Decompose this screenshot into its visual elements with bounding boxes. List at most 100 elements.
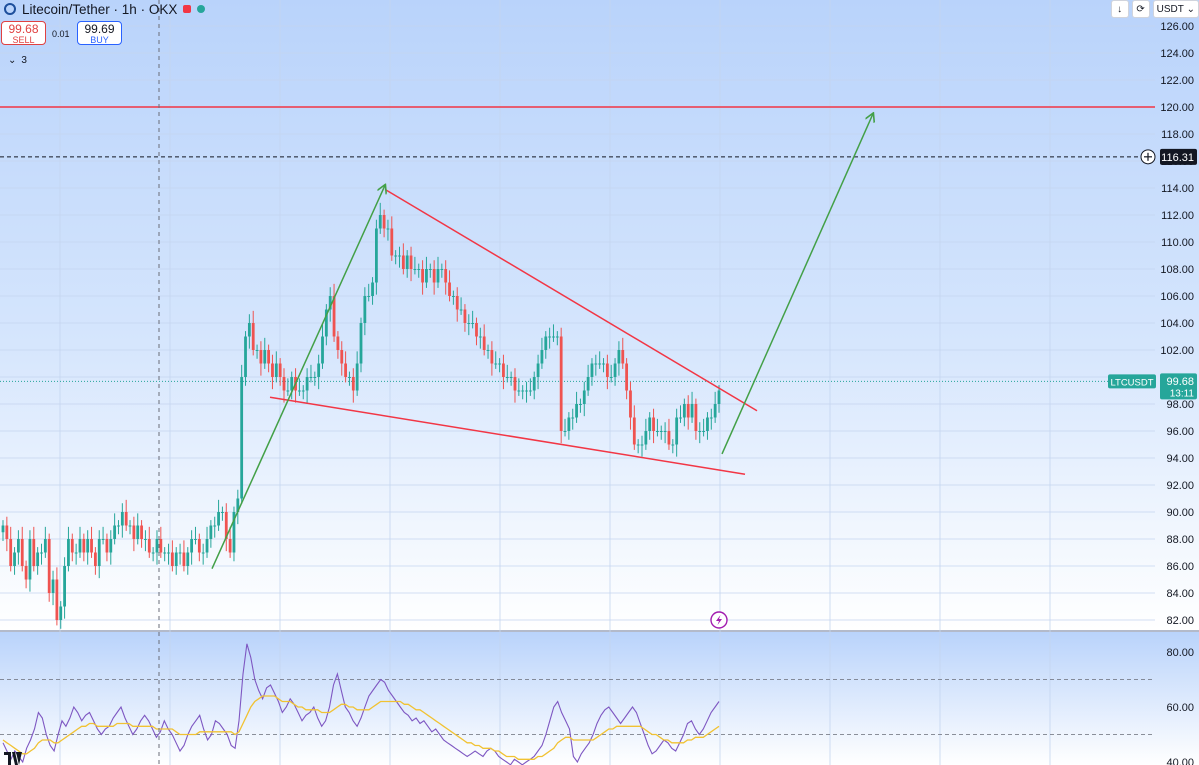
candle[interactable]: [9, 526, 13, 572]
candle[interactable]: [640, 435, 644, 457]
candle[interactable]: [509, 371, 513, 386]
candle[interactable]: [324, 304, 328, 346]
candle[interactable]: [67, 526, 70, 572]
candle[interactable]: [502, 354, 505, 390]
candle[interactable]: [494, 351, 498, 369]
candle[interactable]: [425, 256, 428, 288]
candle[interactable]: [263, 337, 267, 369]
candle[interactable]: [713, 391, 717, 423]
candle[interactable]: [86, 530, 90, 565]
symbol-title[interactable]: Litecoin/Tether · 1h · OKX: [22, 1, 178, 17]
candle[interactable]: [232, 506, 236, 562]
candle[interactable]: [197, 533, 201, 562]
candle[interactable]: [398, 246, 401, 268]
candle[interactable]: [667, 418, 671, 450]
candle[interactable]: [117, 520, 120, 535]
candle[interactable]: [151, 547, 155, 562]
candle[interactable]: [513, 368, 517, 403]
candle[interactable]: [463, 304, 467, 332]
candle[interactable]: [428, 263, 432, 278]
candle[interactable]: [336, 331, 340, 359]
candle[interactable]: [675, 408, 679, 457]
candle[interactable]: [213, 516, 217, 538]
candle[interactable]: [224, 503, 228, 552]
candle[interactable]: [394, 250, 398, 265]
candle[interactable]: [421, 260, 424, 295]
candle[interactable]: [305, 368, 309, 403]
candle[interactable]: [97, 530, 101, 579]
candle[interactable]: [579, 398, 582, 413]
candle[interactable]: [170, 540, 174, 572]
candle[interactable]: [40, 543, 43, 565]
candle[interactable]: [586, 364, 590, 396]
candle[interactable]: [120, 503, 124, 538]
arrow-down-icon[interactable]: ↓: [1110, 0, 1129, 18]
projection-arrow[interactable]: [721, 114, 873, 455]
candle[interactable]: [671, 439, 675, 454]
candle[interactable]: [632, 405, 636, 450]
candle[interactable]: [617, 341, 621, 376]
candle[interactable]: [559, 327, 563, 444]
sell-button[interactable]: 99.68 SELL: [1, 21, 46, 45]
candle[interactable]: [444, 260, 448, 295]
candle[interactable]: [63, 557, 66, 619]
candle[interactable]: [363, 287, 367, 336]
candle[interactable]: [536, 354, 540, 390]
candle[interactable]: [163, 547, 167, 562]
candle[interactable]: [390, 216, 394, 261]
candle[interactable]: [90, 526, 93, 558]
candle[interactable]: [459, 297, 463, 315]
candle[interactable]: [344, 351, 348, 383]
candle[interactable]: [313, 371, 317, 386]
candle[interactable]: [251, 310, 255, 356]
candle[interactable]: [221, 506, 224, 521]
candle[interactable]: [20, 526, 24, 572]
candle[interactable]: [409, 246, 413, 282]
candle[interactable]: [128, 520, 132, 535]
candle[interactable]: [13, 547, 16, 575]
candle[interactable]: [498, 358, 501, 373]
candle[interactable]: [109, 530, 113, 565]
candle[interactable]: [147, 526, 151, 558]
candle[interactable]: [167, 543, 170, 565]
candle[interactable]: [698, 422, 702, 444]
candle[interactable]: [113, 513, 117, 545]
candle[interactable]: [259, 341, 263, 376]
candle[interactable]: [663, 422, 667, 444]
candle[interactable]: [186, 547, 190, 575]
candle[interactable]: [644, 418, 648, 450]
candle[interactable]: [190, 530, 194, 565]
trendline[interactable]: [269, 396, 746, 475]
candle[interactable]: [282, 368, 286, 403]
candle[interactable]: [686, 395, 690, 430]
candle[interactable]: [55, 567, 59, 626]
candle[interactable]: [386, 219, 390, 241]
candle[interactable]: [124, 499, 128, 531]
candle[interactable]: [321, 324, 324, 369]
candle[interactable]: [132, 516, 136, 552]
candle[interactable]: [144, 530, 147, 552]
candle[interactable]: [298, 378, 301, 396]
candle[interactable]: [609, 364, 613, 383]
candle[interactable]: [301, 385, 305, 400]
lightning-icon[interactable]: [710, 611, 728, 629]
candle[interactable]: [582, 381, 586, 417]
candle[interactable]: [405, 250, 409, 278]
candle[interactable]: [182, 540, 186, 572]
candle[interactable]: [659, 425, 663, 440]
candle[interactable]: [532, 371, 536, 400]
candle[interactable]: [590, 358, 594, 386]
candle[interactable]: [240, 364, 244, 504]
crosshair-price-label[interactable]: 116.31: [1140, 148, 1197, 165]
candle[interactable]: [694, 398, 698, 440]
buy-button[interactable]: 99.69 BUY: [77, 21, 122, 45]
candle[interactable]: [267, 344, 271, 373]
candle[interactable]: [194, 526, 197, 545]
candle[interactable]: [5, 516, 9, 552]
candle[interactable]: [59, 601, 63, 629]
studies-toggle[interactable]: ⌄ 3: [8, 55, 27, 66]
candle[interactable]: [217, 499, 220, 531]
candle[interactable]: [648, 412, 652, 440]
